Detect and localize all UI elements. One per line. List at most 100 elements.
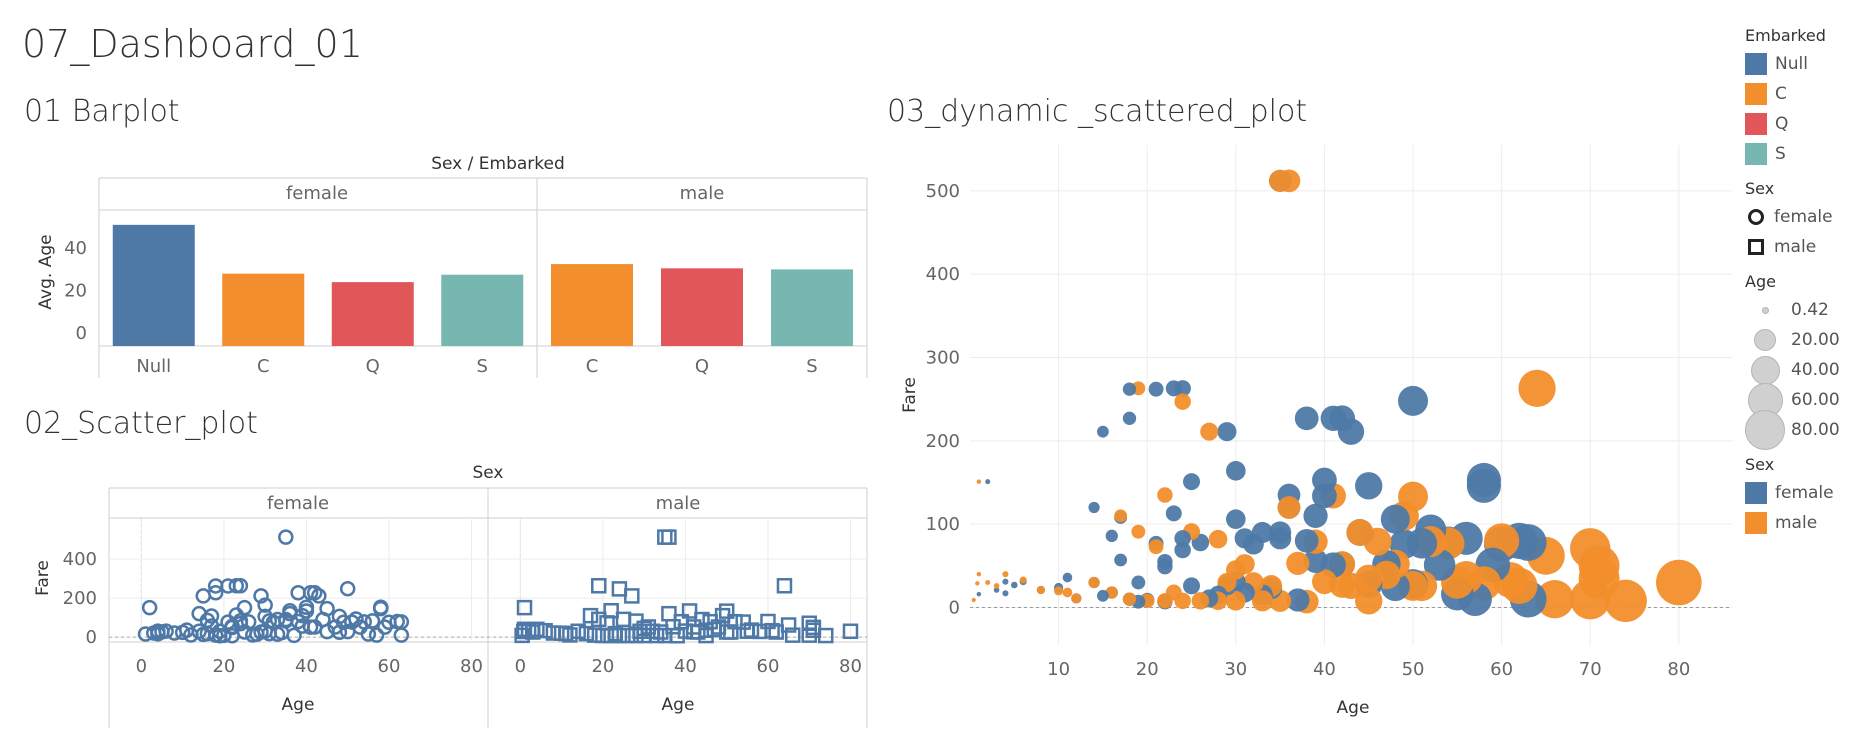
scatter-plot-panel-male-label: male bbox=[656, 493, 701, 514]
bubble bbox=[1097, 589, 1109, 602]
scatter-point bbox=[780, 617, 797, 633]
bar bbox=[112, 224, 195, 346]
bubble bbox=[1269, 169, 1292, 192]
scatter-point bbox=[681, 603, 698, 619]
dynamic-scatter-x-tick-label: 50 bbox=[1402, 659, 1425, 680]
bubble bbox=[1226, 509, 1246, 529]
legend-sex-color-title: Sex bbox=[1745, 455, 1775, 474]
bubble bbox=[1122, 411, 1137, 426]
legend-embarked-item-null[interactable]: Null bbox=[1745, 49, 1869, 79]
legend-shape-item-male[interactable]: male bbox=[1745, 232, 1869, 262]
legend-swatch bbox=[1745, 113, 1767, 135]
scatter-plot-x-tick-label: 20 bbox=[212, 656, 235, 677]
bubble bbox=[985, 579, 991, 586]
square-shape-icon bbox=[1748, 239, 1764, 255]
bubble bbox=[1157, 487, 1173, 503]
bubble bbox=[1011, 581, 1018, 589]
barplot-x-tick-label: Q bbox=[366, 356, 380, 377]
legend-age-item: 60.00 bbox=[1745, 382, 1869, 418]
bubble bbox=[1303, 503, 1328, 528]
legend-color-item-female[interactable]: female bbox=[1745, 478, 1869, 508]
legend-age-item: 0.42 bbox=[1745, 295, 1869, 325]
bubble bbox=[1114, 509, 1128, 523]
bubble bbox=[1208, 529, 1228, 549]
scatter-point bbox=[570, 623, 586, 640]
bar bbox=[222, 273, 305, 346]
legend-label: female bbox=[1775, 483, 1834, 503]
bubble bbox=[971, 597, 976, 603]
scatter-point bbox=[723, 624, 739, 640]
scatter-plot-x-tick-label: 60 bbox=[757, 656, 780, 677]
bubble bbox=[1286, 588, 1310, 612]
bubble bbox=[1071, 593, 1082, 604]
bubble bbox=[1019, 576, 1027, 584]
scatter-plot-x-tick-label: 60 bbox=[378, 656, 401, 677]
scatter-point bbox=[776, 578, 793, 594]
bubble bbox=[1105, 529, 1118, 542]
scatter-point bbox=[603, 603, 619, 619]
bubble bbox=[985, 479, 991, 485]
bubble bbox=[1165, 380, 1182, 397]
size-dot-icon bbox=[1745, 410, 1785, 450]
legend-embarked-item-c[interactable]: C bbox=[1745, 79, 1869, 109]
bar bbox=[551, 264, 633, 346]
dynamic-scatter-x-tick-label: 80 bbox=[1667, 659, 1690, 680]
scatter-point bbox=[372, 599, 389, 615]
scatter-point bbox=[311, 588, 327, 604]
barplot-y-tick-label: 20 bbox=[64, 281, 87, 302]
legend-embarked-item-s[interactable]: S bbox=[1745, 139, 1869, 169]
legend-color-item-male[interactable]: male bbox=[1745, 508, 1869, 538]
size-dot-icon bbox=[1754, 329, 1776, 351]
scatter-point bbox=[529, 621, 545, 638]
scatter-point bbox=[364, 613, 381, 629]
scatter-point bbox=[294, 607, 311, 624]
bubble bbox=[1054, 586, 1064, 596]
scatter-point bbox=[240, 614, 257, 630]
bubble bbox=[1191, 592, 1210, 610]
dynamic-scatter-y-axis-title: Fare bbox=[900, 377, 920, 413]
scatter-point bbox=[158, 623, 174, 639]
legend-label: 40.00 bbox=[1791, 360, 1840, 380]
dashboard-title: 07_Dashboard_01 bbox=[22, 22, 363, 66]
scatter-point bbox=[743, 622, 760, 638]
bubble bbox=[1165, 505, 1182, 522]
legend-embarked-item-q[interactable]: Q bbox=[1745, 109, 1869, 139]
barplot-x-tick-label: S bbox=[477, 356, 488, 377]
scatter-point bbox=[603, 627, 619, 644]
scatter-plot-y-tick-label: 400 bbox=[63, 549, 97, 570]
bubble bbox=[1226, 461, 1246, 481]
scatter-point bbox=[582, 607, 599, 624]
bubble bbox=[1174, 530, 1191, 547]
scatter-point bbox=[764, 622, 780, 639]
scatter-point bbox=[648, 627, 665, 644]
size-dot-icon bbox=[1761, 306, 1769, 314]
scatter-point bbox=[141, 599, 158, 616]
dynamic-scatter-x-tick-label: 20 bbox=[1136, 659, 1159, 680]
scatter-plot-x-tick-label: 0 bbox=[515, 656, 526, 677]
scatter-point bbox=[278, 529, 294, 545]
scatter-plot-y-tick-label: 200 bbox=[63, 588, 97, 609]
bubble bbox=[1217, 422, 1237, 442]
scatter-plot-frame: 0 200 400 0 20 40 60 80 0 20 40 60 80 bbox=[63, 487, 868, 728]
scatter-plot-x-tick-label: 80 bbox=[460, 656, 483, 677]
dynamic-scatter-x-axis-title: Age bbox=[1337, 698, 1370, 718]
scatter-point bbox=[298, 599, 315, 615]
barplot-x-tick-label: S bbox=[806, 356, 817, 377]
bubble bbox=[1174, 393, 1191, 410]
scatter-point bbox=[269, 611, 286, 628]
bubble bbox=[1234, 528, 1255, 549]
scatter-point bbox=[735, 614, 751, 630]
dynamic-scatter-y-tick-label: 200 bbox=[926, 431, 960, 452]
scatter-point bbox=[232, 578, 249, 594]
legend-shape-item-female[interactable]: female bbox=[1745, 202, 1869, 232]
bubble bbox=[1269, 521, 1292, 544]
legend-swatch bbox=[1745, 482, 1767, 504]
legend-label: S bbox=[1775, 144, 1786, 164]
bubble bbox=[1088, 501, 1100, 514]
bubble bbox=[1131, 524, 1146, 539]
bubble bbox=[1157, 593, 1173, 609]
bubble bbox=[1114, 553, 1128, 567]
barplot-title: 01 Barplot bbox=[24, 94, 180, 129]
